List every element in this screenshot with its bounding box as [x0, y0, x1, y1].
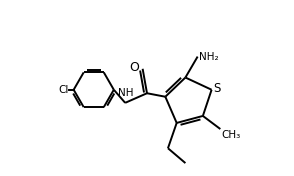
- Text: Cl: Cl: [58, 85, 69, 95]
- Text: NH₂: NH₂: [199, 52, 219, 62]
- Text: NH: NH: [118, 89, 134, 99]
- Text: O: O: [130, 61, 139, 74]
- Text: S: S: [214, 82, 221, 95]
- Text: CH₃: CH₃: [221, 130, 240, 140]
